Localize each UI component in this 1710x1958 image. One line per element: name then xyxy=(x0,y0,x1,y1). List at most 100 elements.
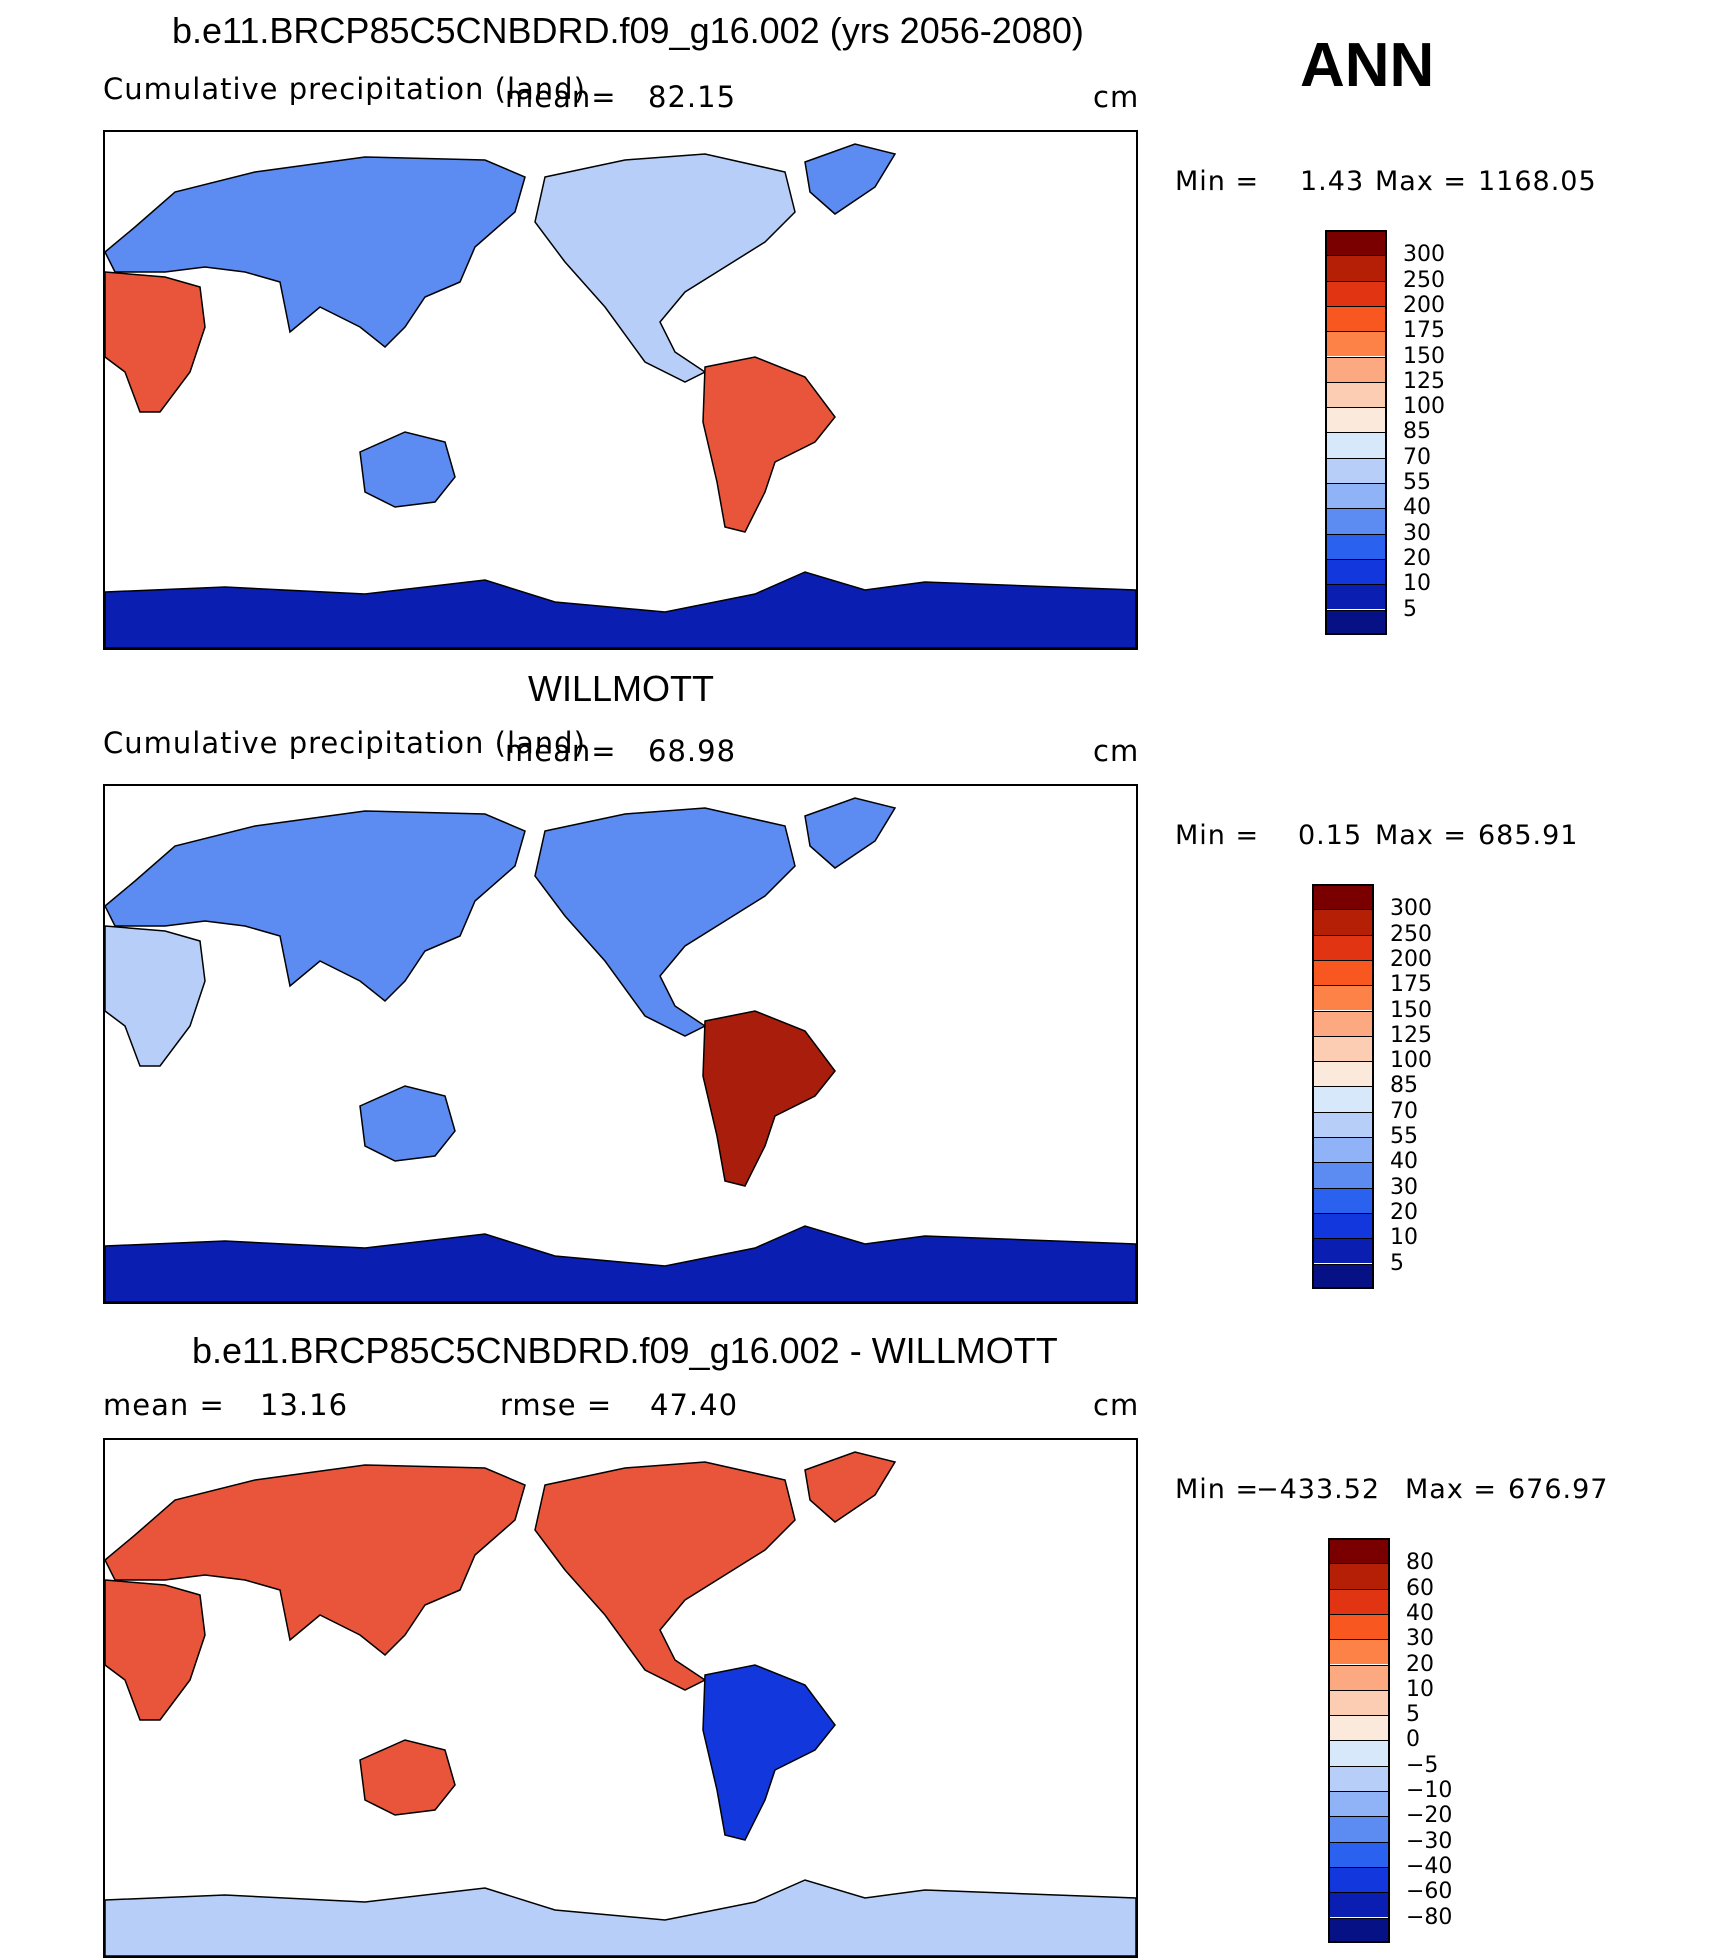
colorbar-cell xyxy=(1325,356,1387,382)
max-label: Max = xyxy=(1405,1474,1498,1505)
colorbar-tick-label: 150 xyxy=(1390,997,1432,1023)
mean-label: mean = xyxy=(103,1388,225,1422)
min-value: 1.43 xyxy=(1300,166,1365,197)
colorbar-cell xyxy=(1312,1035,1374,1062)
rmse-value: 47.40 xyxy=(650,1388,739,1422)
colorbar-cell xyxy=(1312,1137,1374,1163)
colorbar-cell xyxy=(1325,280,1387,306)
max-value: 1168.05 xyxy=(1478,166,1597,197)
max-value: 676.97 xyxy=(1508,1474,1609,1505)
colorbar-tick-label: 20 xyxy=(1403,545,1431,571)
landmass-greenland xyxy=(804,1451,897,1523)
panel-title: b.e11.BRCP85C5CNBDRD.f09_g16.002 - WILLM… xyxy=(192,1330,1058,1371)
min-value: 0.15 xyxy=(1298,820,1363,851)
max-label: Max = xyxy=(1375,820,1468,851)
colorbar-cell xyxy=(1312,1263,1374,1289)
landmass-north-america xyxy=(534,807,796,1037)
colorbar-tick-label: 20 xyxy=(1390,1199,1418,1225)
units-label: cm xyxy=(1093,1388,1140,1422)
panel-title: WILLMOTT xyxy=(528,668,714,709)
variable-label: Cumulative precipitation (land) xyxy=(103,726,586,760)
colorbar-cell xyxy=(1325,508,1387,534)
colorbar-cell xyxy=(1328,1664,1390,1690)
colorbar-tick-label: 80 xyxy=(1406,1550,1434,1576)
colorbar-cell xyxy=(1312,1061,1374,1087)
colorbar-cell xyxy=(1328,1765,1390,1791)
colorbar-tick-label: 20 xyxy=(1406,1651,1434,1677)
colorbar-cell xyxy=(1328,1740,1390,1766)
colorbar-cell xyxy=(1312,1086,1374,1112)
landmass-greenland xyxy=(804,143,897,215)
colorbar-tick-label: 40 xyxy=(1390,1149,1418,1175)
landmass-australia xyxy=(359,1085,456,1162)
season-label: ANN xyxy=(1300,31,1435,100)
colorbar-tick-label: 0 xyxy=(1406,1727,1420,1753)
colorbar-cell xyxy=(1328,1816,1390,1842)
colorbar-tick-label: 250 xyxy=(1403,267,1445,293)
colorbar-cell xyxy=(1325,558,1387,585)
colorbar-cell xyxy=(1312,1187,1374,1213)
colorbar-tick-label: 5 xyxy=(1390,1250,1404,1276)
landmass-south-america xyxy=(702,1664,836,1841)
colorbar-cell xyxy=(1325,584,1387,610)
min-label: Min = xyxy=(1175,820,1260,851)
map-panel-diff xyxy=(103,1438,1138,1958)
colorbar-tick-label: 40 xyxy=(1403,495,1431,521)
colorbar-tick-label: 10 xyxy=(1406,1676,1434,1702)
colorbar-tick-label: 10 xyxy=(1403,571,1431,597)
colorbar-cell xyxy=(1325,381,1387,408)
colorbar-cell xyxy=(1325,457,1387,483)
colorbar-cell xyxy=(1328,1791,1390,1817)
colorbar-tick-label: 250 xyxy=(1390,921,1432,947)
colorbar-tick-label: −10 xyxy=(1406,1778,1453,1803)
colorbar-cell xyxy=(1325,407,1387,433)
landmass-north-america xyxy=(534,153,796,383)
max-label: Max = xyxy=(1375,166,1468,197)
mean-value: 13.16 xyxy=(260,1388,349,1422)
panel-title: b.e11.BRCP85C5CNBDRD.f09_g16.002 (yrs 20… xyxy=(172,10,1084,51)
landmass-antarctica xyxy=(105,1879,1136,1956)
colorbar-tick-label: −60 xyxy=(1406,1879,1453,1905)
colorbar-frame xyxy=(1328,1538,1390,1943)
landmass-south-america xyxy=(702,1010,836,1187)
landmass-eurasia xyxy=(105,1464,526,1657)
landmass-australia xyxy=(359,1739,456,1816)
landmass-australia xyxy=(359,431,456,508)
landmass-antarctica xyxy=(105,1225,1136,1302)
colorbar-frame xyxy=(1312,884,1374,1289)
colorbar-frame xyxy=(1325,230,1387,635)
colorbar-tick-label: 5 xyxy=(1403,596,1417,622)
landmass-africa xyxy=(105,1579,206,1721)
landmass-greenland xyxy=(804,797,897,869)
units-label: cm xyxy=(1093,734,1140,768)
colorbar-tick-label: 30 xyxy=(1406,1626,1434,1652)
mean-label: mean= xyxy=(505,734,617,768)
colorbar-cell xyxy=(1325,331,1387,357)
landmass-eurasia xyxy=(105,156,526,349)
colorbar-cell xyxy=(1325,230,1387,256)
rmse-label: rmse = xyxy=(500,1388,613,1422)
colorbar-tick-label: 175 xyxy=(1403,318,1445,344)
colorbar-cell xyxy=(1325,305,1387,332)
landmass-north-america xyxy=(534,1461,796,1691)
colorbar-tick-label: 300 xyxy=(1390,896,1432,922)
colorbar-cell xyxy=(1328,1841,1390,1867)
colorbar-tick-label: 150 xyxy=(1403,343,1445,369)
min-value: −433.52 xyxy=(1256,1474,1381,1505)
colorbar-tick-label: 70 xyxy=(1390,1098,1418,1124)
colorbar-tick-label: −30 xyxy=(1406,1828,1453,1854)
colorbar-tick-label: 40 xyxy=(1406,1600,1434,1626)
colorbar-tick-label: 300 xyxy=(1403,242,1445,268)
colorbar-cell xyxy=(1312,1162,1374,1188)
colorbar-cell xyxy=(1328,1613,1390,1640)
colorbar-cell xyxy=(1325,533,1387,559)
landmass-africa xyxy=(105,925,206,1067)
colorbar-cell xyxy=(1325,255,1387,281)
colorbar-cell xyxy=(1328,1715,1390,1741)
colorbar-cell xyxy=(1328,1639,1390,1665)
colorbar-tick-label: 60 xyxy=(1406,1575,1434,1601)
landmass-south-america xyxy=(702,356,836,533)
colorbar-tick-label: 100 xyxy=(1390,1048,1432,1074)
colorbar-cell xyxy=(1312,934,1374,960)
colorbar-tick-label: 5 xyxy=(1406,1702,1420,1728)
